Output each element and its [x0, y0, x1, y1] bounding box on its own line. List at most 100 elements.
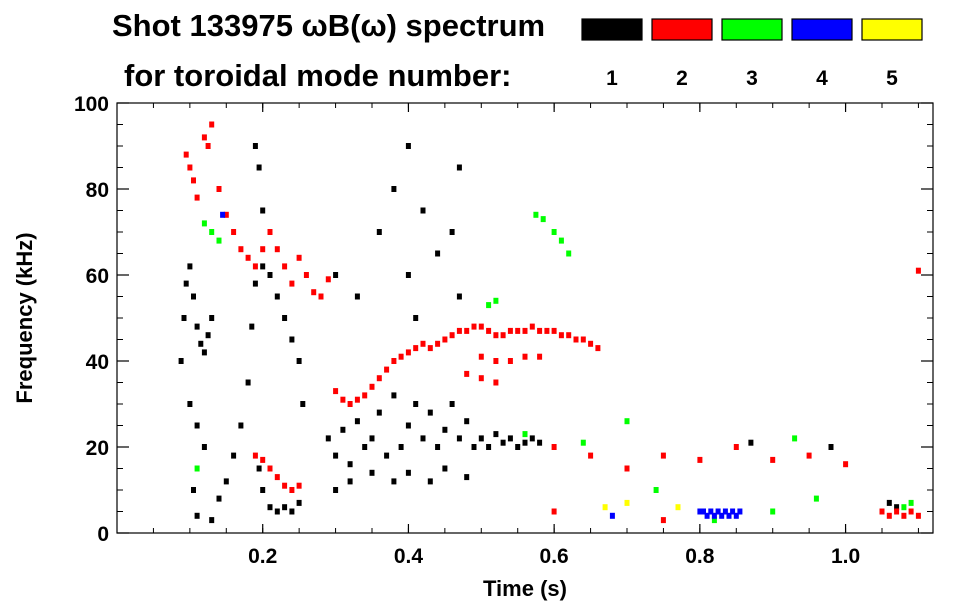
- mode-4-point-2: [701, 508, 706, 515]
- mode-3-point-14: [711, 517, 717, 524]
- mode-1-point-5: [194, 323, 200, 330]
- mode-1-point-20: [245, 379, 251, 386]
- mode-4-point-3: [704, 512, 710, 519]
- mode-2-point-59: [544, 327, 550, 334]
- mode-1-point-91: [828, 444, 834, 450]
- mode-1-point-75: [427, 478, 433, 485]
- mode-1-point-34: [282, 504, 288, 511]
- mode-2-point-67: [478, 353, 484, 360]
- mode-2-point-87: [901, 512, 907, 519]
- mode-2-point-73: [478, 375, 484, 382]
- mode-2-point-1: [187, 164, 193, 171]
- axis-ticks: 0.2 0.4 0.6 0.8 1.0 0 20 40 60 80 100: [74, 93, 933, 568]
- mode-3-point-0: [201, 220, 207, 227]
- mode-1-point-90: [748, 439, 754, 446]
- mode-3-point-4: [540, 216, 546, 223]
- mode-1-point-33: [274, 508, 280, 515]
- mode-1-point-32: [267, 504, 273, 511]
- mode-2-point-88: [908, 508, 914, 515]
- mode-1-point-46: [369, 435, 375, 442]
- mode-1-point-21: [249, 323, 255, 330]
- legend-swatch-1: [581, 18, 643, 41]
- mode-1-point-66: [515, 444, 521, 450]
- mode-1-point-55: [435, 444, 441, 450]
- mode-2-point-46: [449, 332, 455, 339]
- mode-2-point-79: [697, 456, 703, 463]
- mode-3-point-20: [194, 465, 200, 472]
- mode-1-point-56: [442, 426, 448, 433]
- mode-2-point-54: [507, 327, 513, 334]
- mode-3-point-15: [770, 508, 776, 515]
- mode-3-point-7: [566, 250, 572, 257]
- mode-5-point-1: [624, 499, 630, 506]
- mode-2-point-71: [537, 353, 543, 360]
- legend-swatch-3: [721, 18, 783, 41]
- mode-1-point-53: [420, 435, 426, 442]
- mode-2-point-44: [435, 340, 441, 347]
- mode-2-point-25: [267, 465, 273, 472]
- mode-1-point-4: [191, 293, 196, 300]
- mode-1-point-44: [354, 418, 360, 425]
- mode-1-point-77: [464, 474, 470, 481]
- mode-2-point-89: [915, 512, 921, 519]
- mode-1-point-79: [354, 293, 360, 300]
- y-axis-label: Frequency (kHz): [12, 232, 37, 403]
- mode-1-point-30: [256, 465, 262, 472]
- mode-1-point-27: [289, 336, 295, 343]
- mode-1-point-29: [300, 401, 306, 407]
- mode-3-point-12: [624, 418, 630, 425]
- mode-2-point-35: [369, 383, 375, 390]
- mode-1-point-67: [522, 439, 528, 446]
- mode-2-point-69: [507, 358, 513, 364]
- mode-2-point-72: [464, 370, 470, 377]
- mode-1-point-60: [471, 444, 477, 450]
- mode-2-point-20: [311, 289, 317, 296]
- mode-1-point-6: [198, 340, 204, 347]
- mode-1-point-89: [456, 293, 462, 300]
- mode-3-point-2: [216, 237, 222, 244]
- mode-1-point-0: [178, 358, 184, 364]
- mode-1-point-28: [296, 358, 302, 364]
- mode-2-point-68: [493, 358, 499, 364]
- mode-2-point-52: [493, 332, 499, 339]
- mode-1-point-69: [537, 439, 543, 446]
- mode-3-point-11: [580, 439, 586, 446]
- mode-2-point-10: [238, 246, 244, 253]
- legend-label-4: 4: [816, 67, 828, 90]
- mode-1-point-52: [413, 401, 419, 407]
- mode-3-point-9: [493, 297, 499, 304]
- mode-1-point-18: [231, 452, 237, 459]
- mode-1-point-65: [507, 435, 513, 442]
- mode-2-point-50: [478, 323, 484, 330]
- mode-2-point-0: [183, 151, 189, 158]
- mode-2-point-41: [413, 345, 419, 352]
- mode-2-point-3: [194, 194, 200, 201]
- mode-2-point-37: [384, 366, 390, 373]
- mode-2-point-78: [660, 452, 666, 459]
- mode-2-point-18: [296, 254, 302, 261]
- mode-3-point-17: [813, 495, 819, 502]
- mode-2-point-8: [223, 211, 229, 218]
- mode-1-point-15: [209, 517, 215, 524]
- mode-4-point-1: [697, 508, 703, 515]
- x-tick-label-1: 0.4: [394, 545, 424, 568]
- mode-1-point-54: [427, 409, 433, 416]
- mode-4-point-4: [708, 508, 714, 515]
- mode-2-point-48: [464, 327, 470, 334]
- mode-4-point-10: [730, 508, 736, 515]
- mode-3-point-1: [209, 229, 215, 235]
- mode-1-point-68: [529, 435, 535, 442]
- mode-2-point-55: [515, 327, 521, 334]
- mode-1-point-73: [391, 478, 397, 485]
- mode-1-point-45: [362, 444, 368, 450]
- mode-2-point-32: [347, 401, 353, 407]
- mode-3-point-6: [558, 237, 564, 244]
- mode-1-point-16: [216, 495, 222, 502]
- mode-3-point-19: [908, 499, 914, 506]
- mode-2-point-47: [456, 327, 462, 334]
- mode-2-point-36: [376, 375, 382, 382]
- mode-1-point-22: [252, 280, 258, 287]
- mode-2-point-90: [551, 508, 557, 515]
- mode-2-point-19: [303, 272, 309, 278]
- mode-1-point-23: [260, 263, 266, 270]
